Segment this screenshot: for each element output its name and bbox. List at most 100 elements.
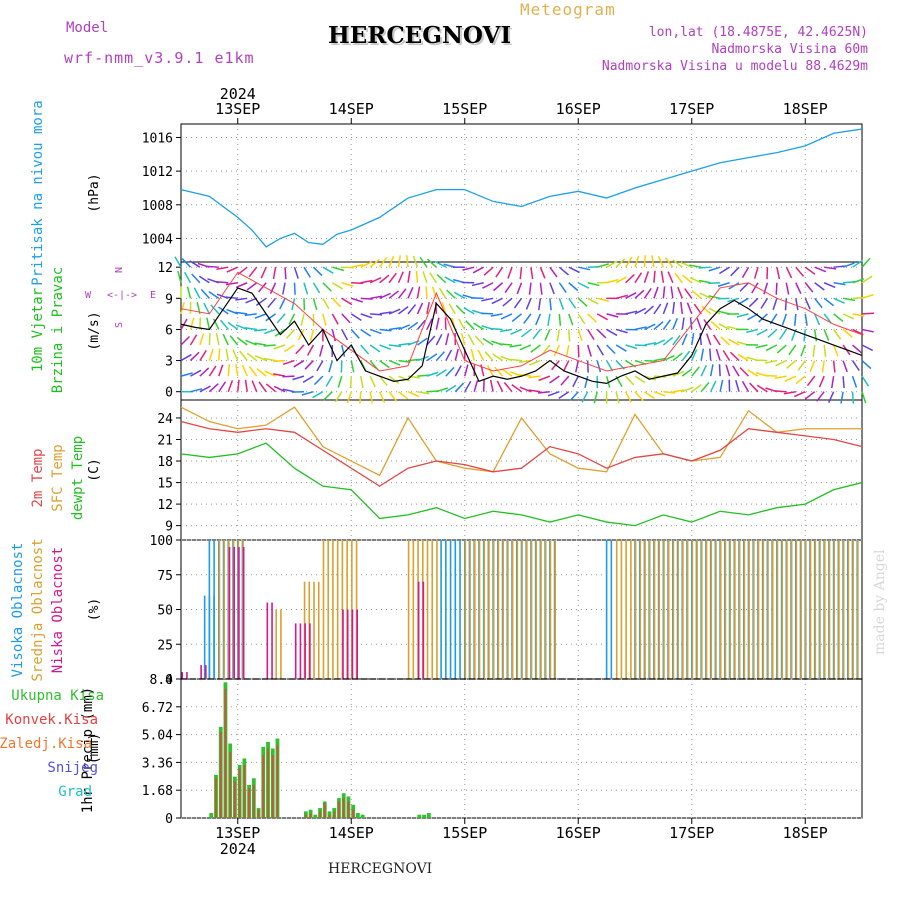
wind-barb: [216, 266, 229, 271]
wind-barb: [634, 307, 647, 315]
wind-barb: [615, 276, 627, 284]
wind-barb: [774, 375, 787, 380]
wind-barb: [256, 368, 267, 377]
wind-barb: [464, 364, 469, 377]
wind-barb: [643, 305, 655, 315]
y-tick-label: 6: [165, 323, 173, 338]
wind-barb: [530, 344, 541, 353]
wind-barb: [538, 375, 551, 382]
y-tick-label: 0: [165, 386, 173, 401]
wind-barb: [208, 332, 211, 346]
bottom-year-label: 2024: [220, 840, 256, 858]
wind-barb: [208, 383, 219, 393]
wind-barb: [795, 298, 799, 311]
wind-barb: [190, 388, 203, 393]
y-tick-label: 1012: [142, 165, 173, 180]
wind-barb: [445, 349, 453, 361]
wind-barb: [199, 333, 205, 346]
wind-barb: [454, 348, 459, 361]
wind-barb: [760, 297, 769, 309]
precip-bar-convective: [323, 803, 326, 818]
wind-barb: [435, 368, 447, 377]
wind-barb: [436, 387, 449, 393]
wind-barb: [513, 297, 523, 309]
wind-barb: [804, 391, 816, 400]
wind-barb: [180, 353, 192, 362]
wind-barb: [663, 355, 675, 362]
wind-barb: [547, 390, 560, 397]
wind-barb: [378, 391, 386, 403]
wind-barb: [189, 260, 201, 268]
wind-barb: [235, 282, 248, 289]
wind-barb: [568, 313, 574, 326]
wind-barb: [775, 282, 778, 295]
wind-barb: [691, 349, 698, 361]
bottom-day-label: 18SEP: [783, 824, 828, 842]
precip-bar-convective: [238, 768, 241, 818]
wind-barb: [518, 359, 532, 363]
wind-barb: [529, 359, 541, 366]
wind-barb: [379, 274, 390, 284]
wind-barb: [369, 277, 382, 284]
wind-barb: [398, 359, 411, 363]
model-altitude-label: Nadmorska Visina u modelu 88.4629m: [601, 59, 868, 74]
wind-barb: [781, 313, 788, 326]
wind-barb: [549, 282, 555, 295]
wind-barb: [634, 289, 645, 299]
wind-barb: [828, 391, 835, 403]
wind-barb: [624, 375, 635, 386]
wind-barb: [426, 353, 438, 362]
wind-barb: [800, 344, 806, 357]
wind-barb: [416, 302, 424, 315]
wind-barb: [525, 298, 532, 310]
wind-barb: [407, 391, 420, 398]
wind-barb: [455, 304, 466, 315]
wind-barb: [596, 344, 604, 356]
wind-barb: [615, 258, 626, 268]
wind-barb: [606, 260, 618, 268]
wind-barb: [824, 266, 837, 270]
wind-barb: [565, 344, 570, 357]
wind-barb: [700, 382, 710, 393]
precip-bar-total: [355, 813, 360, 818]
cloud-axis-title-3: Niska Oblacnost: [50, 547, 66, 673]
wind-barb: [244, 327, 257, 331]
wind-barb: [269, 282, 277, 294]
wind-barb: [615, 391, 620, 404]
precip-bar-convective: [215, 778, 217, 818]
top-day-label: 18SEP: [783, 100, 828, 118]
pressure-axis-title: Pritisak na nivou mora: [30, 100, 46, 285]
precip-bar-convective: [233, 781, 236, 818]
dewpt-line: [180, 442, 863, 527]
wind-barb: [861, 391, 867, 404]
wind-barb: [558, 298, 565, 310]
wind-barb: [852, 328, 864, 336]
wind-barb: [842, 262, 855, 268]
precip-axis-title: 1hr Precip (mm): [80, 687, 96, 813]
wind-barb: [282, 375, 295, 378]
wind-barb: [596, 360, 602, 373]
precip-bar-convective: [347, 801, 350, 818]
bottom-day-label: 17SEP: [669, 824, 714, 842]
wind-barb: [463, 307, 475, 315]
wind-barb: [751, 282, 759, 294]
wind-barb: [180, 372, 193, 377]
top-day-label: 13SEP: [215, 100, 260, 118]
wind-barb: [492, 353, 504, 362]
wind-barb: [500, 343, 513, 346]
wind-barb: [416, 319, 426, 330]
wind-barb: [680, 301, 684, 314]
wind-barb: [370, 295, 383, 300]
wind-barb: [804, 298, 811, 310]
wind-barb: [709, 348, 712, 361]
wind-barb: [425, 286, 428, 299]
wind-barb: [435, 317, 440, 330]
wind-barb: [709, 307, 721, 315]
wind-barb: [235, 297, 248, 301]
wind-barb: [710, 320, 721, 331]
wind-barb: [208, 348, 214, 361]
wind-barb: [606, 344, 616, 355]
wind-barb: [624, 256, 633, 268]
wind-barb: [818, 375, 825, 388]
wind-barb: [784, 298, 788, 311]
